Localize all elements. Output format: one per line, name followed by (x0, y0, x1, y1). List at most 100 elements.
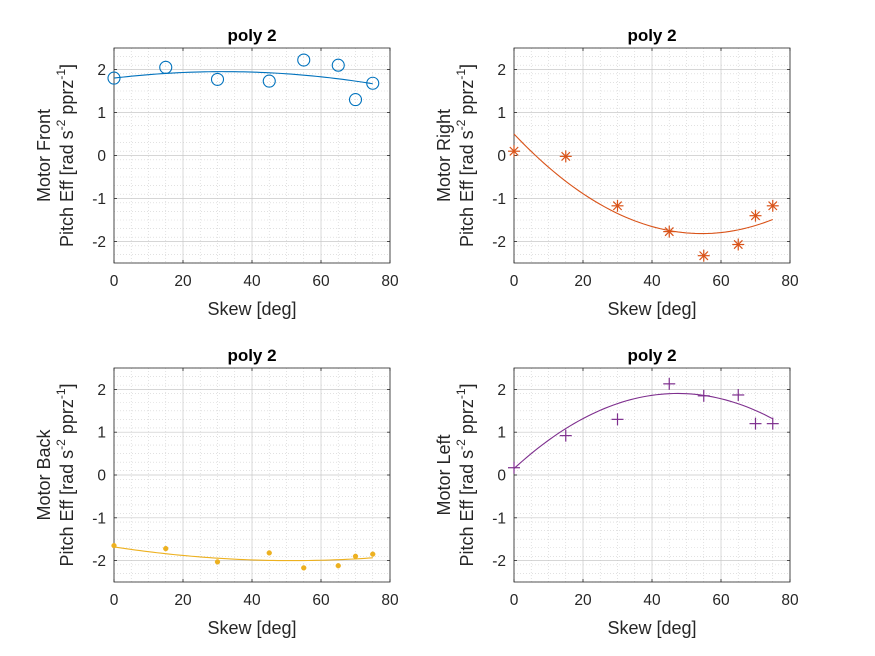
y-label-part: ] (457, 64, 477, 69)
y-label-part: Pitch Eff [rad s (457, 130, 477, 247)
y-label-exponent: -2 (454, 119, 468, 130)
asterisk-stroke (768, 201, 778, 211)
chart-title: poly 2 (627, 346, 676, 365)
x-tick-label: 60 (712, 592, 730, 609)
y-label-exponent: -2 (54, 119, 68, 130)
y-tick-label: 1 (97, 425, 106, 442)
x-axis-label: Skew [deg] (607, 618, 696, 638)
asterisk-stroke (750, 211, 761, 221)
subplot-3: 0 20 40 60 80 -2 -1 0 1 2 poly 2 Skew [deg] Motor Ba… (34, 346, 399, 638)
data-point (559, 150, 572, 163)
x-tick-label: 20 (574, 592, 592, 609)
chart-title: poly 2 (227, 346, 276, 365)
x-tick-label: 0 (510, 273, 519, 290)
y-label-part: ] (57, 64, 77, 69)
y-label-part: pprz (57, 80, 77, 120)
subplot-1: 0 20 40 60 80 -2 -1 0 1 2 poly 2 Skew [deg] Motor Fr… (34, 26, 399, 319)
y-axis-label-line2: Pitch Eff [rad s-2 pprz-1] (54, 383, 77, 566)
x-tick-label: 80 (381, 592, 399, 609)
fit-curve (113, 546, 373, 562)
asterisk-stroke (561, 151, 571, 161)
y-tick-label: -2 (492, 553, 506, 570)
data-point (107, 71, 121, 85)
y-label-part: pprz (457, 399, 477, 439)
asterisk-stroke (612, 201, 623, 211)
y-tick-label: -2 (492, 234, 506, 251)
y-axis-label-line1: Motor Back (34, 428, 54, 520)
y-tick-label: -2 (92, 553, 106, 570)
data-point (663, 377, 676, 390)
y-tick-label: 0 (97, 468, 106, 485)
y-tick-label: -2 (92, 234, 106, 251)
x-tick-label: 80 (781, 592, 799, 609)
data-point (749, 209, 762, 222)
x-axis-label: Skew [deg] (607, 299, 696, 319)
x-axis-label: Skew [deg] (207, 299, 296, 319)
data-point (266, 550, 272, 556)
x-tick-label: 20 (174, 273, 192, 290)
y-tick-label: 0 (497, 468, 506, 485)
x-tick-label: 80 (781, 273, 799, 290)
y-tick-label: 1 (97, 105, 106, 122)
x-tick-label: 0 (110, 273, 119, 290)
y-axis-label-line1: Motor Front (34, 109, 54, 202)
data-point (766, 199, 779, 212)
data-point (214, 559, 221, 565)
x-tick-label: 0 (110, 592, 119, 609)
y-label-part: Pitch Eff [rad s (457, 450, 477, 567)
fit-curve (513, 133, 773, 235)
data-point (335, 563, 341, 569)
y-label-exponent: -2 (54, 439, 68, 450)
y-tick-label: 2 (497, 62, 506, 79)
x-tick-label: 60 (312, 273, 330, 290)
data-point (611, 199, 624, 212)
y-tick-label: 1 (497, 425, 506, 442)
data-point (348, 93, 363, 107)
y-label-part: ] (57, 383, 77, 388)
x-tick-label: 20 (574, 273, 592, 290)
data-point (697, 389, 710, 402)
y-label-part: pprz (457, 80, 477, 120)
data-point (732, 388, 745, 401)
y-label-part: pprz (57, 399, 77, 439)
data-point (352, 553, 359, 559)
y-label-part: ] (457, 383, 477, 388)
y-axis-label-line2: Pitch Eff [rad s-2 pprz-1] (454, 383, 477, 566)
y-tick-label: -1 (492, 191, 506, 208)
y-tick-label: 0 (497, 148, 506, 165)
fit-curve (513, 392, 774, 469)
data-point (163, 545, 169, 552)
x-tick-label: 40 (243, 273, 261, 290)
fit-curve (113, 71, 373, 85)
data-point (508, 461, 520, 474)
y-tick-label: 2 (497, 382, 506, 399)
y-label-exponent: -1 (454, 388, 468, 399)
data-point (732, 238, 745, 251)
data-point (749, 417, 762, 430)
y-label-exponent: -1 (454, 69, 468, 80)
y-axis-label-line2: Pitch Eff [rad s-2 pprz-1] (54, 64, 77, 247)
y-tick-label: -1 (492, 510, 506, 527)
data-point (508, 145, 520, 158)
subplot-2: 0 20 40 60 80 -2 -1 0 1 2 poly 2 Skew [deg] Motor Ri… (434, 26, 799, 319)
data-point (366, 76, 380, 90)
x-tick-label: 40 (643, 273, 661, 290)
subplot-4: 0 20 40 60 80 -2 -1 0 1 2 poly 2 Skew [deg] Motor Le… (434, 346, 799, 638)
x-tick-label: 60 (712, 273, 730, 290)
data-point (559, 429, 572, 442)
x-tick-label: 40 (643, 592, 661, 609)
x-tick-label: 0 (510, 592, 519, 609)
x-tick-label: 40 (243, 592, 261, 609)
y-axis-label-line2: Pitch Eff [rad s-2 pprz-1] (454, 64, 477, 247)
y-tick-label: 2 (97, 62, 106, 79)
data-point (697, 249, 710, 262)
y-label-exponent: -2 (454, 439, 468, 450)
chart-title: poly 2 (627, 26, 676, 45)
x-axis-label: Skew [deg] (207, 618, 296, 638)
data-point (111, 542, 117, 549)
y-label-part: Pitch Eff [rad s (57, 450, 77, 567)
asterisk-stroke (664, 226, 674, 237)
asterisk-stroke (699, 251, 709, 261)
asterisk-stroke (509, 146, 519, 156)
y-label-exponent: -1 (54, 69, 68, 80)
